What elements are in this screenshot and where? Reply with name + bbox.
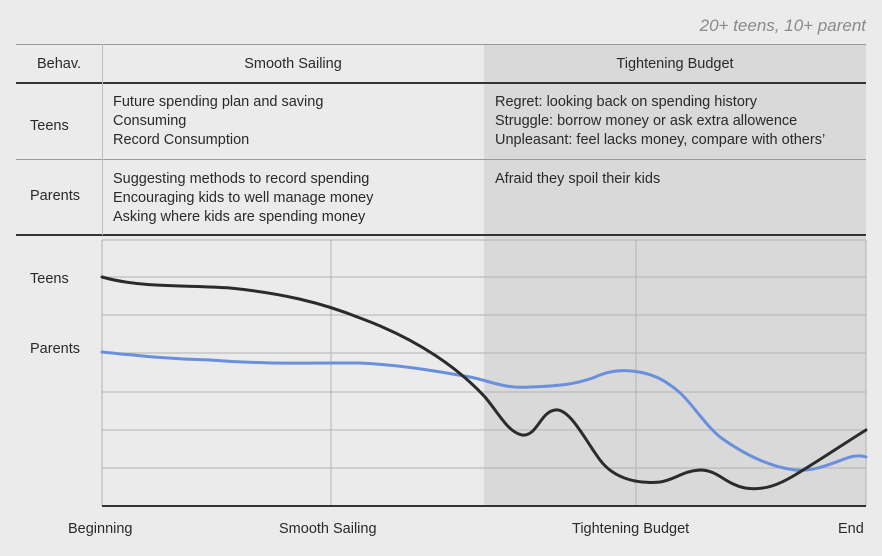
teens-tight-line: Unpleasant: feel lacks money, compare wi… [495,132,826,148]
x-label-smooth-sailing: Smooth Sailing [279,521,377,537]
teens-smooth-line: Consuming [113,113,187,129]
teens-smooth-cell: Future spending plan and saving Consumin… [113,93,323,150]
teens-emotion-curve [100,275,868,491]
teens-tight-line: Struggle: borrow money or ask extra allo… [495,113,798,129]
teens-tight-line: Regret: looking back on spending history [495,94,757,110]
y-label-teens: Teens [30,271,69,287]
teens-smooth-line: Future spending plan and saving [113,94,324,110]
header-divider [16,82,866,84]
parents-tight-line: Afraid they spoil their kids [495,171,661,187]
participants-note: 20+ teens, 10+ parent [699,16,866,35]
parents-smooth-cell: Suggesting methods to record spending En… [113,170,373,227]
tightening-budget-shade [484,44,866,506]
parents-smooth-line: Asking where kids are spending money [113,209,366,225]
x-label-end: End [838,521,864,537]
phase-header-smooth-sailing: Smooth Sailing [244,56,342,72]
teens-smooth-line: Record Consumption [113,132,250,148]
behavior-corner-header: Behav. [36,56,82,72]
row-divider [16,159,866,160]
x-label-beginning: Beginning [68,521,133,537]
table-top-border [16,44,866,45]
row-label-teens: Teens [30,118,69,134]
row-label-parents: Parents [30,188,80,204]
parents-tight-cell: Afraid they spoil their kids [495,170,660,189]
table-bottom-border [16,234,866,236]
x-label-tightening-budget: Tightening Budget [572,521,690,537]
parents-emotion-curve [100,350,868,472]
table-column-divider [102,44,103,235]
parents-smooth-line: Encouraging kids to well manage money [113,190,374,206]
parents-smooth-line: Suggesting methods to record spending [113,171,370,187]
phase-header-tightening-budget: Tightening Budget [616,56,734,72]
y-label-parents: Parents [30,341,80,357]
chart-gridlines [101,239,867,506]
teens-tight-cell: Regret: looking back on spending history… [495,93,825,150]
